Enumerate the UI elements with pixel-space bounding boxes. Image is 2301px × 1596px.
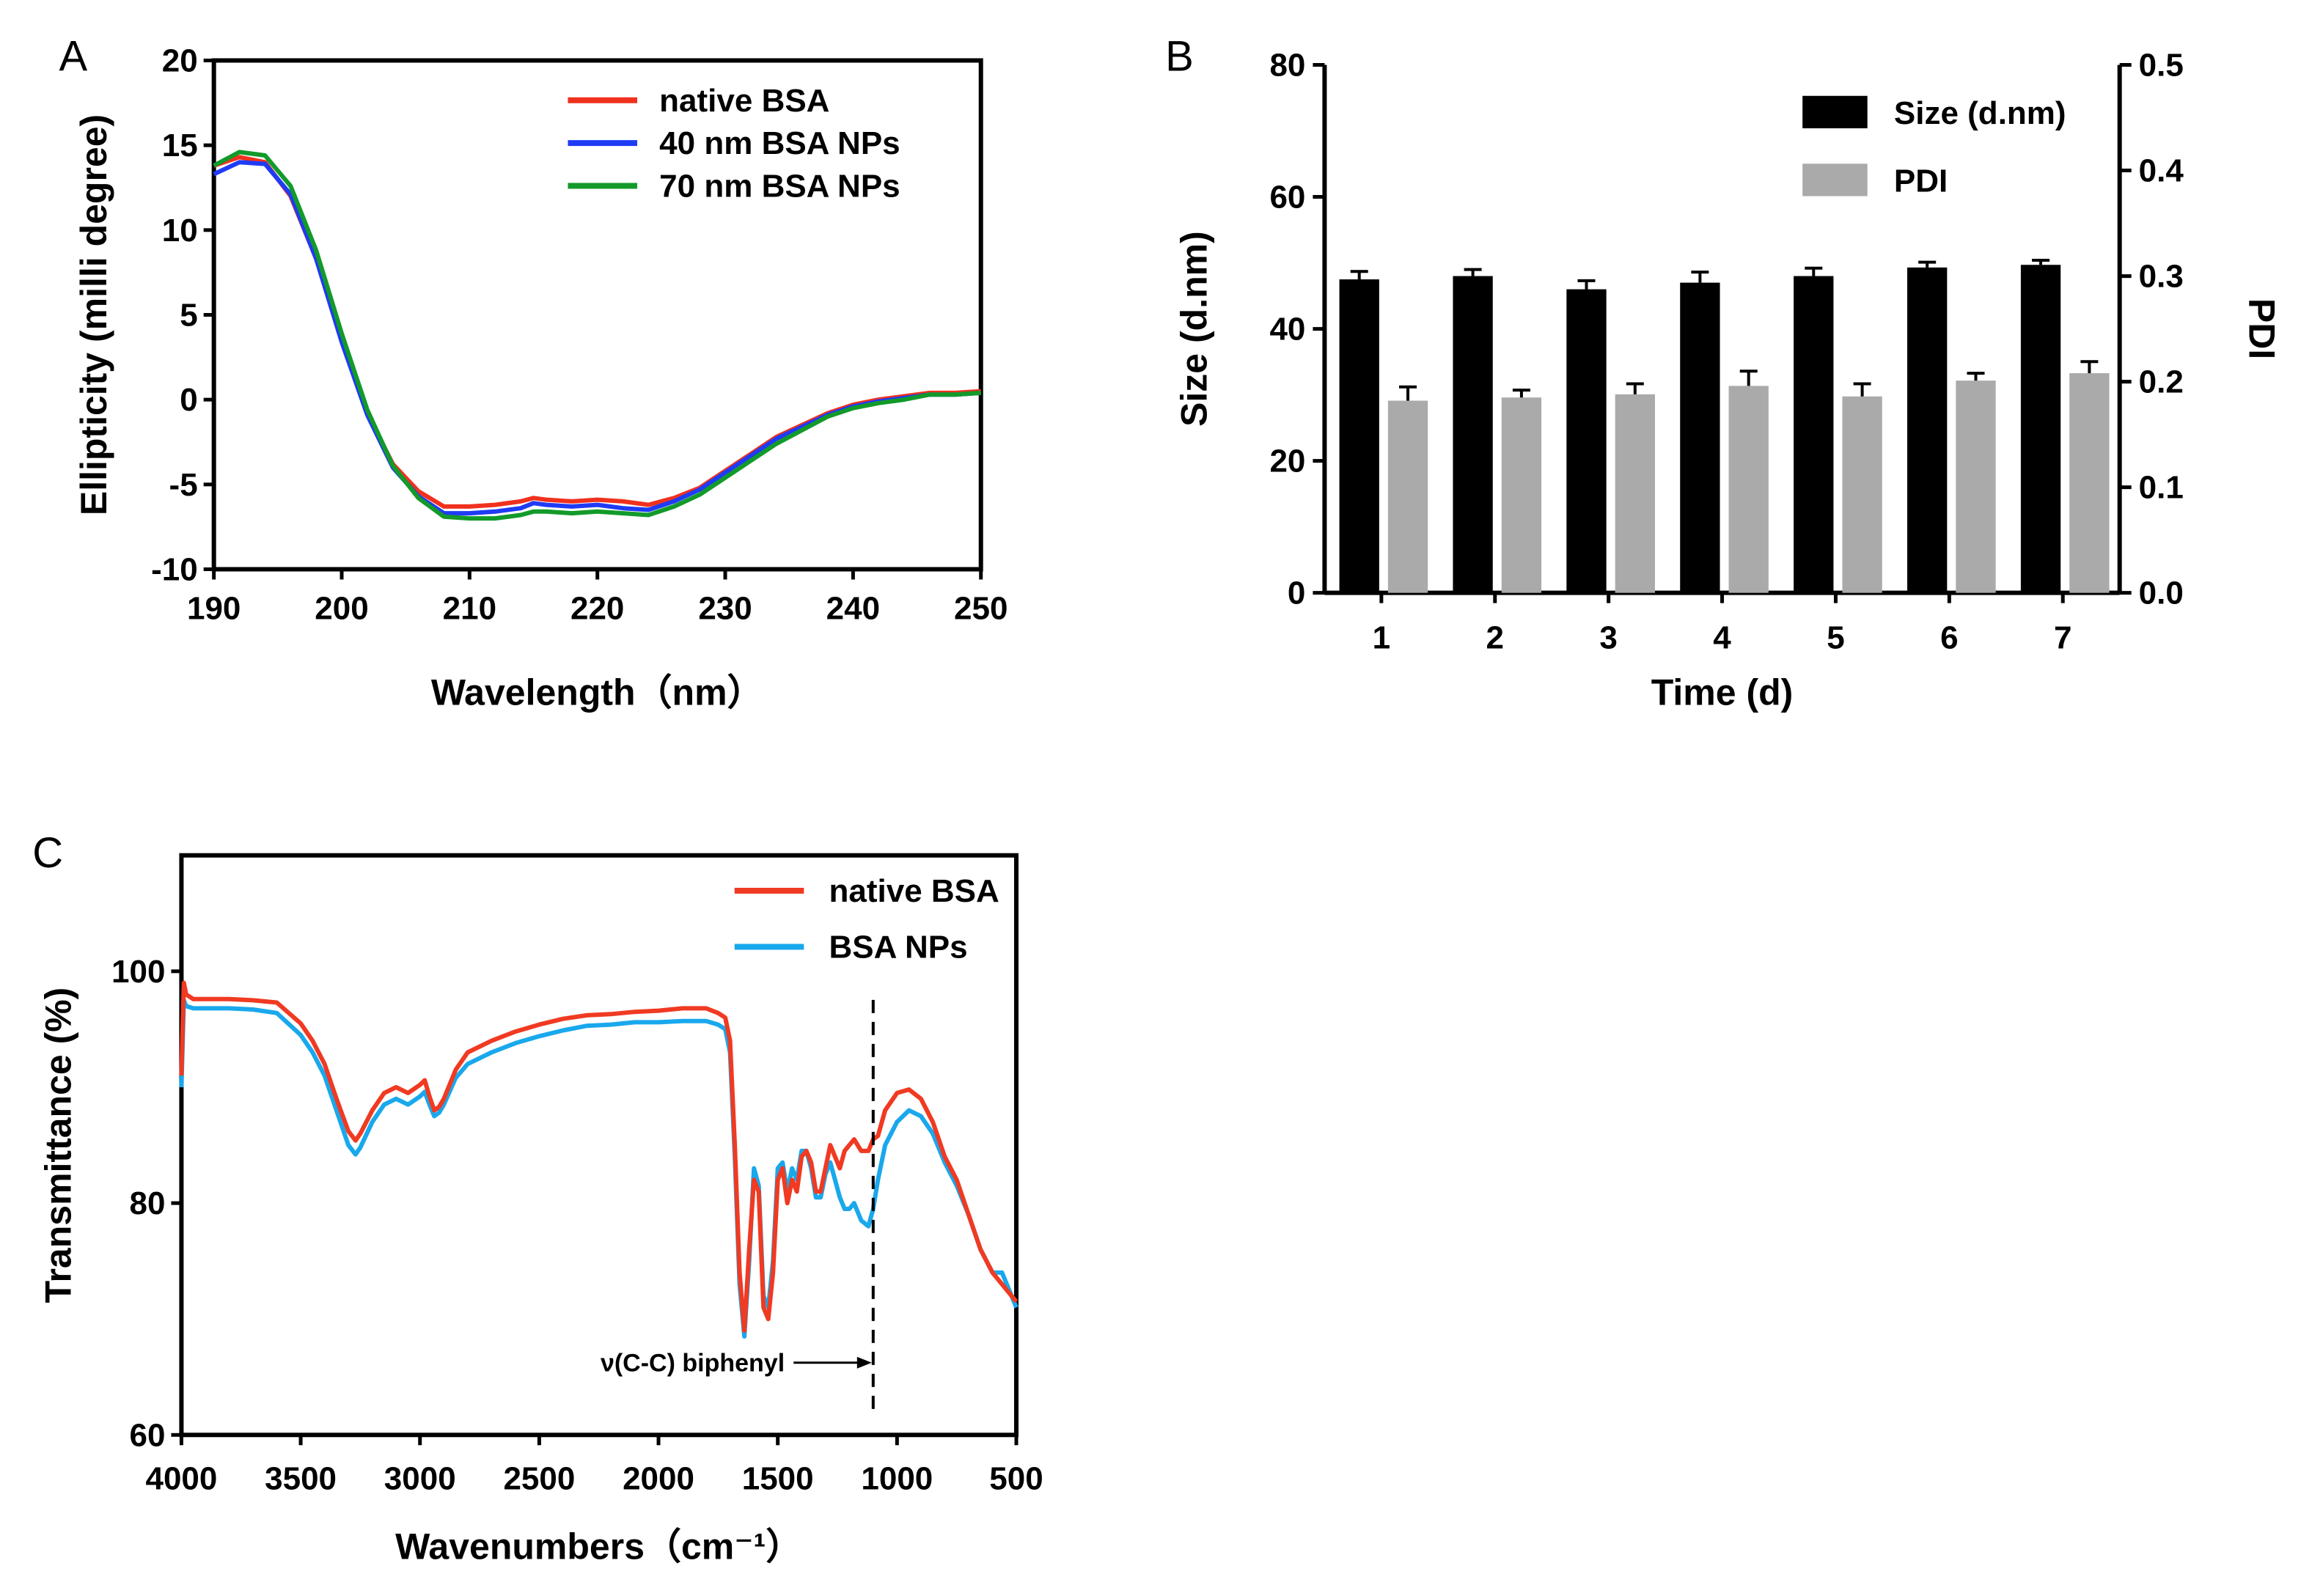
y-tick-label-b: 40 bbox=[1269, 312, 1305, 347]
bar-size bbox=[1566, 289, 1607, 593]
series-line-a-1 bbox=[213, 160, 981, 516]
bar-size bbox=[2020, 265, 2061, 593]
panel-a: A 190 200 210 220 230 240 250 -10 -5 0 5 10 15 20 Wavel… bbox=[59, 33, 1008, 713]
legend-label-b-1: PDI bbox=[1894, 163, 1948, 199]
bar-pdi bbox=[1842, 396, 1882, 593]
series-line-c-0 bbox=[179, 980, 1019, 1333]
x-axis-title-c: Wavenumbers（cm⁻¹） bbox=[395, 1526, 802, 1567]
y-axis-title-c: Transmittance (%) bbox=[38, 988, 79, 1303]
x-tick-label-a: 200 bbox=[315, 590, 368, 626]
legend-label-c-1: BSA NPs bbox=[829, 929, 968, 965]
plot-frame-c bbox=[179, 853, 1019, 1438]
y-tick-label-a: -5 bbox=[169, 467, 198, 503]
legend-label-a-0: native BSA bbox=[659, 83, 829, 119]
bar-pdi bbox=[1387, 400, 1428, 593]
x-tick-label-a: 190 bbox=[187, 590, 241, 626]
x-tick-label-c: 2500 bbox=[503, 1460, 575, 1496]
y-axis-title-b: Size (d.nm) bbox=[1173, 231, 1214, 427]
y-tick-label-a: 10 bbox=[162, 213, 198, 249]
x-tick-label-a: 230 bbox=[698, 590, 752, 626]
x-tick-label-c: 1500 bbox=[742, 1460, 814, 1496]
y2-tick-label-b: 0.4 bbox=[2139, 153, 2184, 189]
y-tick-label-c: 60 bbox=[129, 1417, 165, 1453]
y2-axis-title-b: PDI bbox=[2242, 298, 2283, 359]
x-tick-label-a: 220 bbox=[570, 590, 624, 626]
annotation-label: ν(C-C) biphenyl bbox=[601, 1350, 785, 1378]
x-tick-label-a: 250 bbox=[954, 590, 1008, 626]
x-tick-label-c: 3000 bbox=[384, 1460, 456, 1496]
x-tick-label-a: 240 bbox=[826, 590, 880, 626]
y-axis-title-a: Ellipticity (milli degree) bbox=[73, 114, 114, 515]
x-tick-label-b: 2 bbox=[1486, 620, 1504, 656]
annotation-arrowhead bbox=[856, 1356, 872, 1369]
x-tick-label-b: 1 bbox=[1373, 620, 1390, 656]
bar-pdi bbox=[1956, 380, 1996, 593]
bar-pdi bbox=[1728, 386, 1769, 593]
y-tick-label-b: 60 bbox=[1269, 180, 1305, 216]
y-tick-label-a: 20 bbox=[162, 43, 198, 78]
x-tick-label-b: 3 bbox=[1599, 620, 1617, 656]
y-tick-label-c: 100 bbox=[111, 954, 165, 990]
series-line-a-0 bbox=[213, 155, 981, 509]
y-tick-label-a: 5 bbox=[180, 297, 197, 333]
legend-label-b-0: Size (d.nm) bbox=[1894, 95, 2066, 131]
x-tick-label-b: 6 bbox=[1940, 620, 1958, 656]
y2-tick-label-b: 0.0 bbox=[2139, 575, 2184, 611]
bar-size bbox=[1794, 276, 1834, 593]
x-tick-label-b: 4 bbox=[1713, 620, 1731, 656]
bar-pdi bbox=[2069, 373, 2110, 593]
y-tick-label-b: 20 bbox=[1269, 444, 1305, 479]
y-tick-label-a: 0 bbox=[180, 382, 197, 418]
panel-label-b: B bbox=[1165, 33, 1194, 81]
y-tick-label-b: 80 bbox=[1269, 48, 1305, 84]
x-tick-label-a: 210 bbox=[443, 590, 496, 626]
bar-size bbox=[1907, 267, 1948, 593]
bar-size bbox=[1453, 276, 1493, 593]
panel-label-c: C bbox=[32, 829, 63, 877]
x-tick-label-c: 4000 bbox=[145, 1460, 217, 1496]
x-tick-label-c: 3500 bbox=[265, 1460, 337, 1496]
legend-label-a-2: 70 nm BSA NPs bbox=[659, 168, 900, 204]
x-tick-label-c: 500 bbox=[989, 1460, 1043, 1496]
legend-swatch-b-1 bbox=[1802, 163, 1868, 196]
x-tick-label-c: 1000 bbox=[861, 1460, 933, 1496]
bar-size bbox=[1339, 279, 1379, 593]
y2-tick-label-b: 0.2 bbox=[2139, 364, 2184, 400]
y2-tick-label-b: 0.1 bbox=[2139, 470, 2184, 506]
y-tick-label-a: 15 bbox=[162, 128, 198, 163]
y2-tick-label-b: 0.5 bbox=[2139, 48, 2184, 84]
legend-label-a-1: 40 nm BSA NPs bbox=[659, 125, 900, 161]
y2-tick-label-b: 0.3 bbox=[2139, 259, 2184, 295]
bar-pdi bbox=[1501, 397, 1542, 593]
x-axis-title-a: Wavelength（nm） bbox=[431, 672, 764, 713]
panel-label-a: A bbox=[59, 33, 87, 81]
series-line-c-1 bbox=[179, 998, 1019, 1339]
bar-pdi bbox=[1615, 394, 1655, 593]
x-axis-title-b: Time (d) bbox=[1651, 672, 1794, 713]
y-tick-label-c: 80 bbox=[129, 1185, 165, 1221]
y-tick-label-b: 0 bbox=[1288, 575, 1305, 611]
bar-size bbox=[1680, 282, 1720, 593]
x-tick-label-b: 5 bbox=[1827, 620, 1844, 656]
x-tick-label-c: 2000 bbox=[623, 1460, 694, 1496]
panel-b: B 0 20 40 60 80 0.0 0.1 0.2 0.3 0.4 0.5 1 2 3 4 5 6 7 Time … bbox=[1165, 33, 2283, 713]
y-tick-label-a: -10 bbox=[151, 551, 198, 587]
legend-swatch-b-0 bbox=[1802, 95, 1868, 129]
series-line-a-2 bbox=[213, 150, 981, 521]
legend-label-c-0: native BSA bbox=[829, 873, 999, 909]
x-tick-label-b: 7 bbox=[2054, 620, 2071, 656]
panel-c: C 4000 3500 3000 2500 2000 1500 1000 500 60 80 100 W… bbox=[32, 829, 1043, 1567]
